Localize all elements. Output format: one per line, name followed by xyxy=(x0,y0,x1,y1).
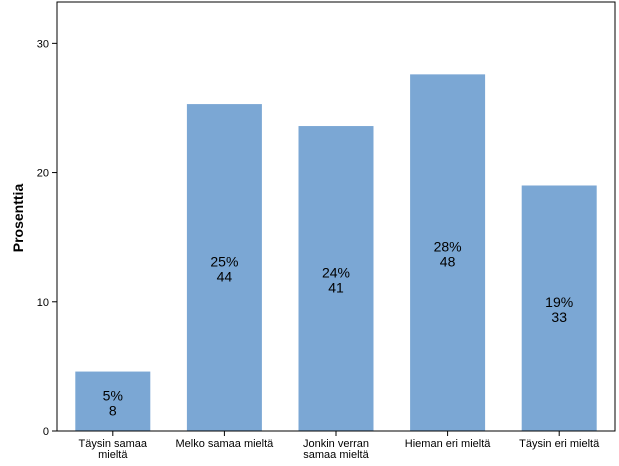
bar xyxy=(410,74,486,431)
bar-count-label: 48 xyxy=(440,254,456,270)
bar xyxy=(186,104,262,431)
y-tick-label: 10 xyxy=(37,297,49,309)
y-tick-label: 30 xyxy=(37,38,49,50)
bar-labels: 5%8 25%44 24%41 28%48 19%33 xyxy=(103,239,574,419)
x-tick-label: Melko samaa mieltä xyxy=(175,438,274,450)
x-tick-label: Täysin samaa xyxy=(79,438,148,450)
bar-count-label: 8 xyxy=(109,402,117,418)
bar-percent-label: 5% xyxy=(103,387,123,403)
bar xyxy=(298,126,374,432)
bar-percent-label: 28% xyxy=(434,239,462,255)
x-tick-label: mieltä xyxy=(98,449,128,461)
bar-count-label: 41 xyxy=(328,280,344,296)
bar-percent-label: 19% xyxy=(545,294,573,310)
bar-count-label: 44 xyxy=(217,269,233,285)
x-tick-label: samaa mieltä xyxy=(303,449,369,461)
y-tick-label: 20 xyxy=(37,168,49,180)
y-axis-label: Prosenttia xyxy=(10,184,26,253)
bar xyxy=(75,371,151,431)
x-tick-label: Jonkin verran xyxy=(303,438,369,450)
x-tick-label: Hieman eri mieltä xyxy=(405,438,491,450)
y-tick-label: 0 xyxy=(43,426,49,438)
bar-count-label: 33 xyxy=(551,309,567,325)
y-axis-ticks: 0 10 20 30 xyxy=(37,38,57,438)
plot-frame xyxy=(56,1,616,432)
x-tick-label: Täysin eri mieltä xyxy=(519,438,600,450)
bar xyxy=(521,185,597,431)
bar-percent-label: 24% xyxy=(322,265,350,281)
bar-percent-label: 25% xyxy=(210,254,238,270)
bars xyxy=(75,74,597,432)
